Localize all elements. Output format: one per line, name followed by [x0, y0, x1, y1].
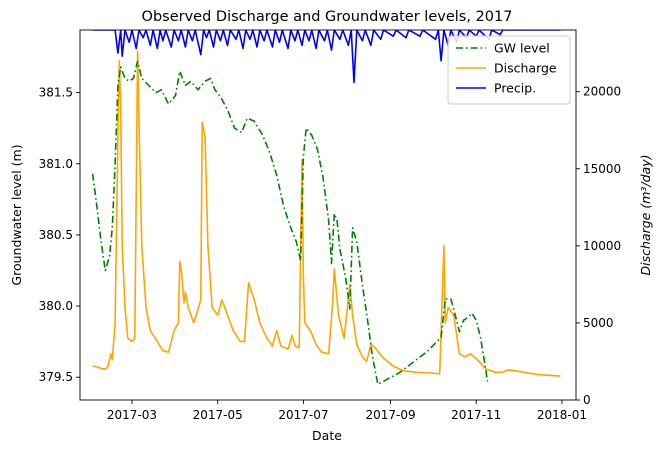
plot-frame — [79, 29, 577, 401]
right-y-axis-label: Discharge (m³/day) — [638, 155, 653, 276]
left-y-tick-label: 379.5 — [39, 370, 73, 384]
right-y-tick-label: 10000 — [583, 239, 621, 253]
series-group — [91, 30, 561, 386]
series-line-gw-level — [91, 60, 489, 386]
x-tick-label: 2017-07 — [278, 408, 328, 422]
x-axis-label: Date — [312, 428, 342, 443]
legend-box — [447, 35, 571, 105]
left-y-tick-label: 380.0 — [39, 299, 73, 313]
right-y-tick-label: 5000 — [583, 316, 614, 330]
series-line-discharge — [92, 50, 561, 377]
x-tick-label: 2017-11 — [451, 408, 501, 422]
right-y-tick-label: 0 — [583, 393, 591, 407]
left-y-axis-label: Groundwater level (m) — [9, 144, 24, 285]
left-y-tick-label: 380.5 — [39, 228, 73, 242]
chart-title: Observed Discharge and Groundwater level… — [142, 9, 513, 25]
legend-label-discharge: Discharge — [494, 61, 557, 76]
x-tick-label: 2017-03 — [107, 408, 157, 422]
legend-label-gw-level: GW level — [494, 41, 550, 56]
x-tick-label: 2017-05 — [193, 408, 243, 422]
right-y-tick-label: 15000 — [583, 162, 621, 176]
x-tick-label: 2017-09 — [365, 408, 415, 422]
left-y-tick-label: 381.0 — [39, 157, 73, 171]
series-line-precip — [92, 30, 561, 84]
right-y-tick-label: 20000 — [583, 85, 621, 99]
legend-label-precip: Precip. — [494, 81, 536, 96]
x-tick-label: 2018-01 — [537, 408, 587, 422]
left-y-tick-label: 381.5 — [39, 86, 73, 100]
legend: GW level Discharge Precip. — [447, 35, 571, 105]
plot-area: 2017-03 2017-05 2017-07 2017-09 2017-11 2018-… — [39, 29, 621, 422]
